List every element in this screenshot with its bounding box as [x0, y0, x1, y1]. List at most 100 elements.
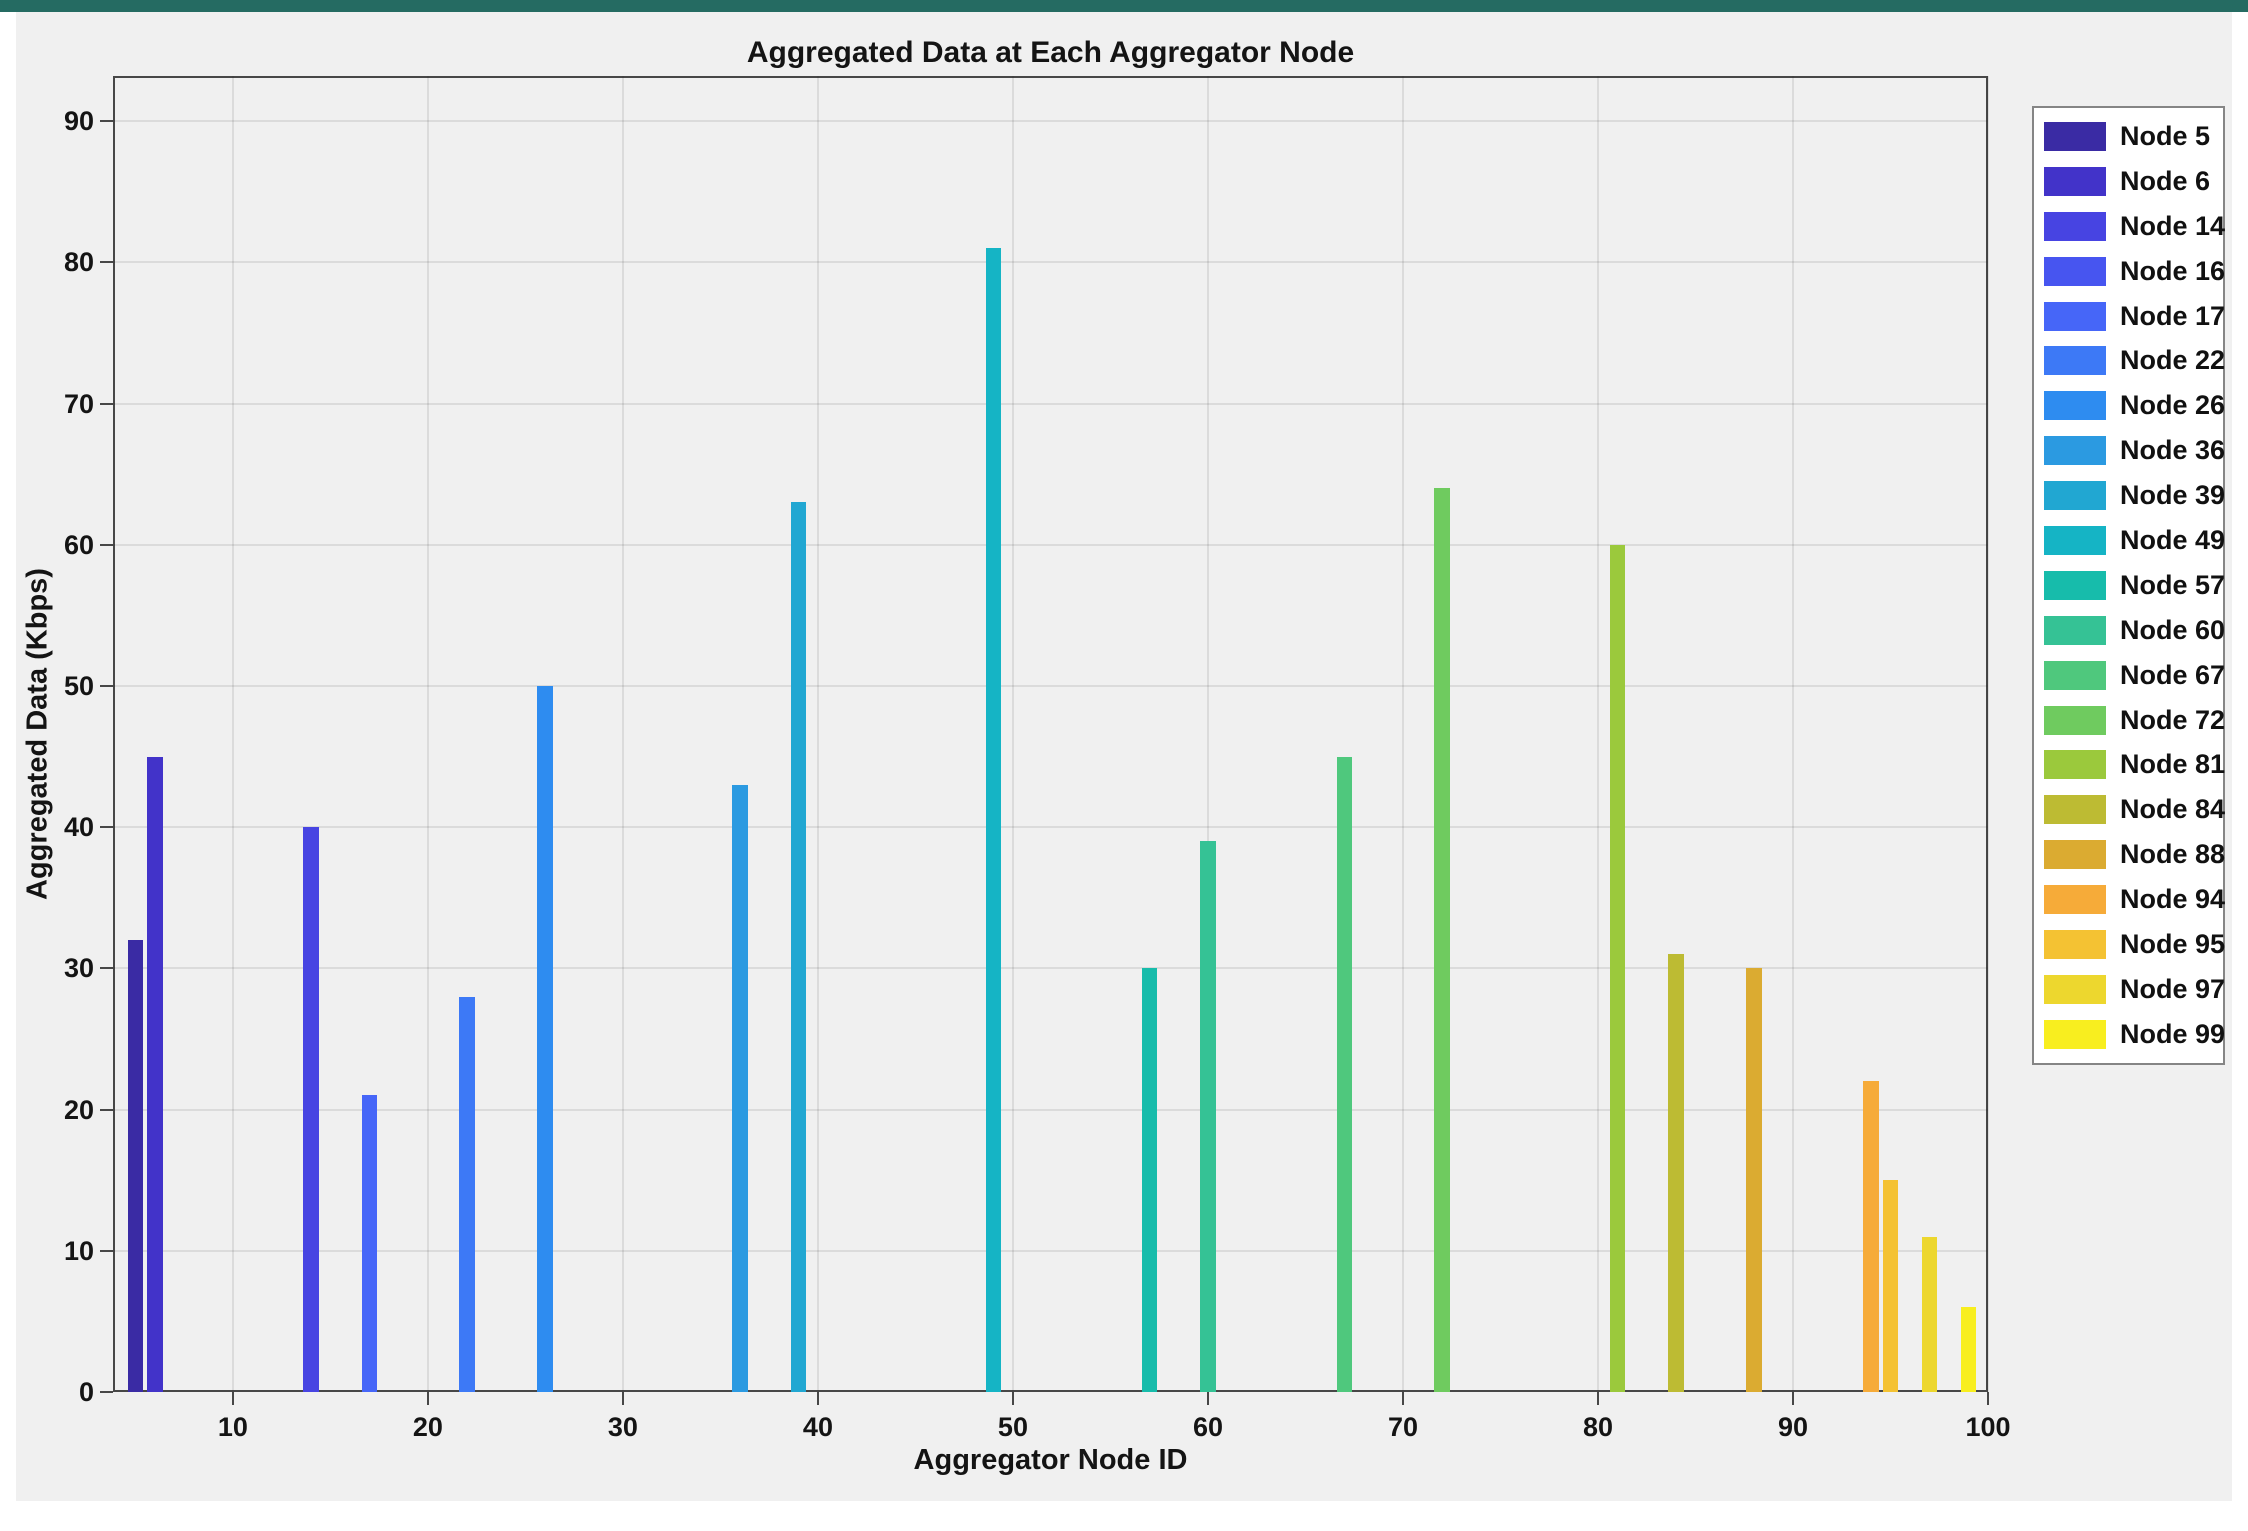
x-tick-label: 60	[1192, 1412, 1223, 1442]
x-tick-label: 50	[997, 1412, 1028, 1442]
legend-item-node-22: Node 22	[2034, 345, 2225, 376]
bar-node-84	[1668, 954, 1684, 1392]
chart-title: Aggregated Data at Each Aggregator Node	[746, 36, 1355, 69]
y-tick-mark	[100, 826, 113, 829]
legend-swatch	[2044, 211, 2106, 241]
plot-box-border	[113, 76, 1988, 1392]
legend-item-node-97: Node 97	[2034, 973, 2226, 1005]
legend-item-node-95: Node 95	[2034, 928, 2226, 960]
legend-label: Node 95	[2120, 928, 2226, 959]
legend-item-node-17: Node 17	[2034, 301, 2225, 332]
x-tick-mark	[816, 1392, 819, 1405]
y-gridline	[113, 826, 1988, 829]
legend-swatch	[2044, 436, 2106, 466]
legend-swatch	[2044, 166, 2106, 196]
y-tick-mark	[100, 120, 113, 123]
bar-node-26	[537, 685, 553, 1392]
y-tick-label: 10	[63, 1235, 94, 1266]
bar-node-94	[1863, 1081, 1879, 1392]
y-gridline	[113, 1108, 1988, 1111]
legend-swatch	[2044, 256, 2106, 286]
legend-swatch	[2044, 885, 2106, 915]
y-tick-mark	[100, 402, 113, 405]
bar-node-97	[1921, 1236, 1938, 1392]
legend-swatch	[2044, 660, 2106, 690]
x-tick-mark	[1206, 1392, 1209, 1405]
y-tick-mark	[100, 261, 113, 264]
legend-label: Node 99	[2120, 1018, 2226, 1049]
x-gridline	[231, 76, 234, 1392]
x-tick-label: 40	[802, 1412, 833, 1442]
y-tick-mark	[100, 1108, 113, 1111]
legend-label: Node 26	[2120, 390, 2226, 421]
legend-item-node-60: Node 60	[2034, 615, 2225, 646]
window-top-border	[0, 0, 2248, 12]
legend-swatch	[2044, 929, 2106, 959]
y-gridline	[113, 120, 1988, 123]
x-tick-label: 100	[1965, 1412, 2011, 1442]
legend-swatch	[2044, 750, 2106, 780]
legend-item-node-16: Node 16	[2034, 256, 2225, 287]
legend-item-node-88: Node 88	[2034, 839, 2225, 870]
y-gridline	[113, 967, 1988, 970]
y-gridline	[113, 261, 1988, 264]
x-gridline	[1596, 76, 1599, 1392]
bar-node-39	[790, 502, 807, 1392]
x-tick-label: 90	[1777, 1412, 1808, 1442]
legend-item-node-39: Node 39	[2034, 480, 2225, 511]
bar-node-88	[1746, 968, 1762, 1392]
y-tick-label: 60	[63, 529, 94, 560]
legend-item-node-84: Node 84	[2034, 794, 2226, 825]
legend-label: Node 36	[2120, 435, 2226, 466]
y-gridline	[113, 1249, 1988, 1252]
bar-node-81	[1609, 544, 1626, 1392]
legend-label: Node 49	[2120, 524, 2226, 555]
legend-label: Node 84	[2120, 794, 2226, 825]
legend-label: Node 67	[2120, 659, 2226, 690]
legend-label: Node 97	[2120, 973, 2226, 1004]
x-tick-mark	[1401, 1392, 1404, 1405]
legend-item-node-26: Node 26	[2034, 390, 2226, 421]
x-tick-mark	[1596, 1392, 1599, 1405]
legend-label: Node 81	[2120, 749, 2226, 780]
y-gridline	[113, 543, 1988, 546]
legend-label: Node 72	[2120, 704, 2226, 735]
legend-item-node-36: Node 36	[2034, 435, 2226, 466]
bar-node-5	[127, 940, 144, 1392]
legend-item-node-49: Node 49	[2034, 524, 2226, 556]
y-tick-label: 40	[63, 812, 94, 843]
y-tick-mark	[100, 684, 113, 687]
legend-swatch	[2044, 525, 2106, 555]
bar-node-57	[1141, 968, 1158, 1392]
x-axis-label: Aggregator Node ID	[913, 1444, 1188, 1476]
y-tick-label: 50	[63, 670, 94, 701]
legend-label: Node 14	[2120, 210, 2226, 241]
y-tick-mark	[100, 1391, 113, 1393]
legend-swatch	[2044, 840, 2106, 870]
legend-item-node-72: Node 72	[2034, 704, 2226, 736]
legend-item-node-6: Node 6	[2034, 166, 2223, 197]
y-gridline	[113, 402, 1988, 405]
legend-swatch	[2044, 121, 2106, 151]
legend-label: Node 94	[2120, 884, 2226, 915]
x-tick-mark	[426, 1392, 429, 1405]
legend-swatch	[2044, 615, 2106, 645]
x-tick-mark	[231, 1392, 234, 1405]
y-tick-label: 80	[63, 247, 94, 278]
y-tick-label: 0	[78, 1377, 94, 1407]
legend-label: Node 57	[2120, 569, 2226, 600]
x-tick-label: 70	[1387, 1412, 1418, 1442]
bar-node-99	[1960, 1307, 1977, 1392]
x-tick-label: 10	[217, 1412, 248, 1442]
figure-canvas: Aggregated Data at Each Aggregator Node …	[16, 12, 2232, 1501]
y-tick-label: 70	[63, 388, 94, 419]
legend-swatch	[2044, 391, 2106, 421]
y-axis-label: Aggregated Data (Kbps)	[21, 568, 54, 900]
bar-node-72	[1434, 488, 1450, 1392]
x-tick-mark	[1011, 1392, 1014, 1405]
bar-node-49	[985, 248, 1002, 1392]
legend-swatch	[2044, 481, 2106, 511]
legend-item-node-5: Node 5	[2034, 121, 2223, 152]
y-tick-mark	[100, 543, 113, 546]
